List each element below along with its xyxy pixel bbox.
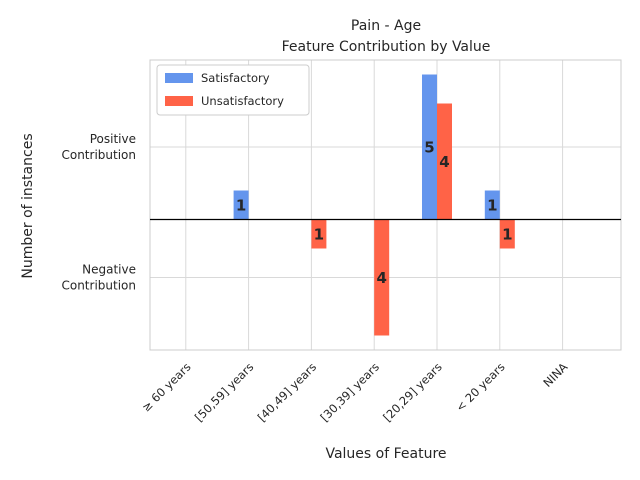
x-axis-label: Values of Feature [325, 446, 446, 462]
legend-label-satisfactory: Satisfactory [201, 71, 270, 85]
bar-unsatisfactory-40-49-years [311, 219, 327, 249]
plot-border [149, 59, 622, 351]
y-tick-labels: Positive Contribution Negative Contribution [61, 132, 136, 293]
x-tick-label: [30,39] years [317, 360, 381, 424]
legend-box [156, 64, 310, 116]
chart-subtitle: Feature Contribution by Value [282, 39, 491, 55]
legend: Satisfactory Unsatisfactory [156, 64, 310, 116]
bar-value-label: 5 [424, 139, 434, 157]
x-tick-label: [40,49] years [255, 360, 319, 424]
y-axis-label: Number of instances [20, 133, 36, 278]
x-tick-label: [20,29] years [380, 360, 444, 424]
legend-swatch-unsatisfactory [165, 96, 193, 106]
legend-swatch-satisfactory [165, 73, 193, 83]
bar-value-label: 1 [314, 226, 324, 244]
bar-value-label: 1 [502, 226, 512, 244]
bar-value-label: 4 [439, 153, 449, 171]
x-tick-label: [50,59] years [192, 360, 256, 424]
y-tick-label: Contribution [61, 279, 136, 293]
bar-unsatisfactory-20-29-years [436, 103, 452, 220]
plot-frame [149, 59, 622, 351]
y-tick-label: Positive [90, 132, 136, 146]
bar-value-label: 4 [376, 269, 386, 287]
bar-value-label: 1 [487, 197, 497, 215]
x-tick-label: < 20 years [453, 360, 508, 415]
bar-satisfactory-20-years [484, 190, 500, 220]
bar-unsatisfactory-20-years [499, 219, 515, 249]
x-tick-label: ≥ 60 years [139, 360, 194, 415]
y-tick-label: Negative [82, 263, 136, 277]
y-tick-label: Contribution [61, 148, 136, 162]
bar-satisfactory-50-59-years [233, 190, 249, 220]
chart-title: Pain - Age [351, 18, 421, 34]
bars [233, 74, 515, 336]
bar-value-label: 1 [236, 197, 246, 215]
x-tick-labels: ≥ 60 years[50,59] years[40,49] years[30,… [139, 360, 571, 425]
bar-satisfactory-20-29-years [421, 74, 437, 220]
bar-unsatisfactory-30-39-years [374, 219, 390, 336]
legend-label-unsatisfactory: Unsatisfactory [201, 94, 284, 108]
x-tick-label: NINA [540, 360, 570, 390]
